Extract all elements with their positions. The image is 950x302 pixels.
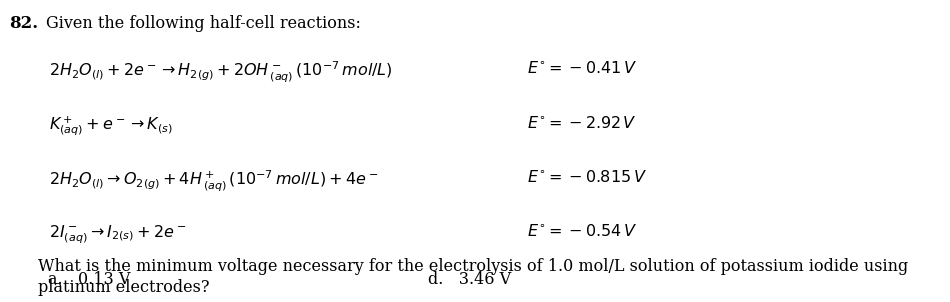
Text: d.   3.46 V: d. 3.46 V bbox=[428, 271, 511, 288]
Text: $2H_2O_{(l)} + 2e^- \rightarrow H_{2(g)} + 2OH^-_{\,(aq)}\,(10^{-7}\,mol/L)$: $2H_2O_{(l)} + 2e^- \rightarrow H_{2(g)}… bbox=[49, 60, 393, 85]
Text: $K^+_{(aq)} + e^- \rightarrow K_{(s)}$: $K^+_{(aq)} + e^- \rightarrow K_{(s)}$ bbox=[49, 115, 173, 138]
Text: $E^{\circ} = -0.41\,V$: $E^{\circ} = -0.41\,V$ bbox=[527, 60, 637, 77]
Text: 82.: 82. bbox=[10, 15, 39, 32]
Text: $2H_2O_{(l)} \rightarrow O_{2(g)} + 4H^+_{\,(aq)}\,(10^{-7}\,mol/L) + 4e^-$: $2H_2O_{(l)} \rightarrow O_{2(g)} + 4H^+… bbox=[49, 169, 378, 194]
Text: $2I^-_{(aq)} \rightarrow I_{2(s)} + 2e^-$: $2I^-_{(aq)} \rightarrow I_{2(s)} + 2e^-… bbox=[49, 223, 187, 246]
Text: Given the following half-cell reactions:: Given the following half-cell reactions: bbox=[46, 15, 360, 32]
Text: platinum electrodes?: platinum electrodes? bbox=[38, 279, 210, 296]
Text: What is the minimum voltage necessary for the electrolysis of 1.0 mol/L solution: What is the minimum voltage necessary fo… bbox=[38, 258, 908, 275]
Text: $E^{\circ} = -2.92\,V$: $E^{\circ} = -2.92\,V$ bbox=[527, 115, 637, 132]
Text: a.   0.13 V: a. 0.13 V bbox=[48, 271, 130, 288]
Text: $E^{\circ} = -0.815\,V$: $E^{\circ} = -0.815\,V$ bbox=[527, 169, 647, 186]
Text: $E^{\circ} = -0.54\,V$: $E^{\circ} = -0.54\,V$ bbox=[527, 223, 637, 240]
